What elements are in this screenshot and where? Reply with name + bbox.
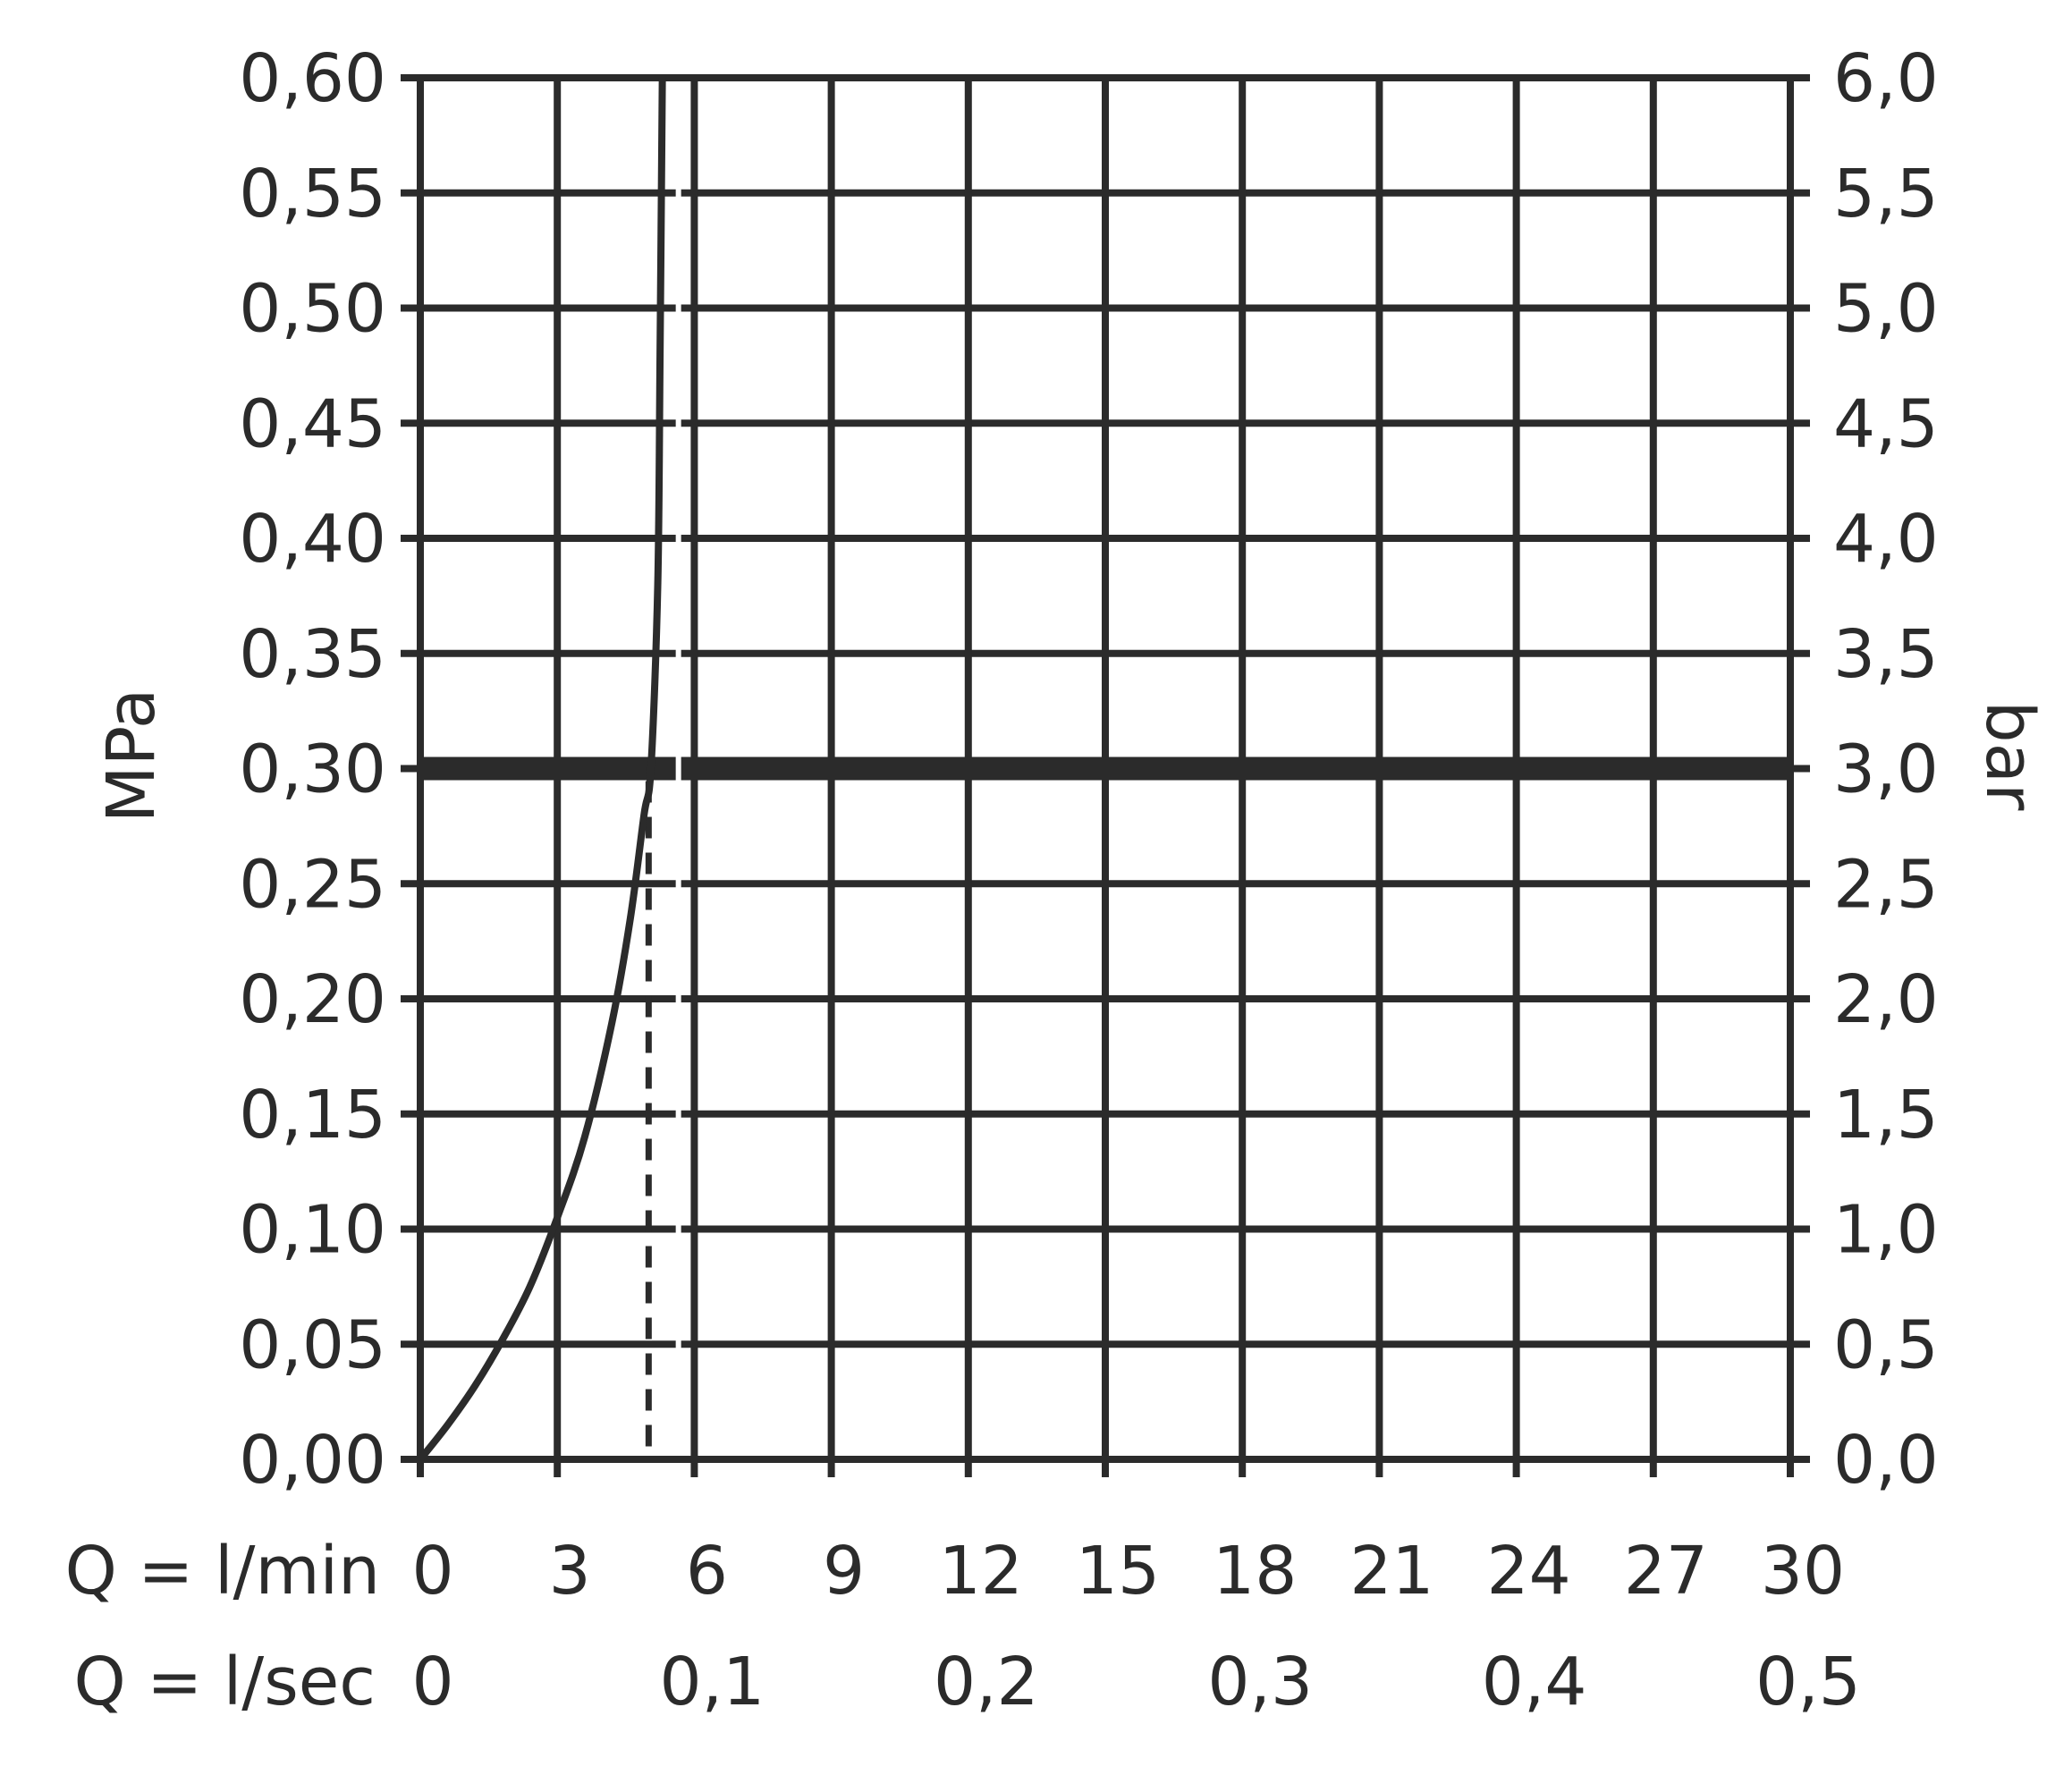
flow-pressure-curve xyxy=(417,77,666,1462)
x-primary-tick-label: 6 xyxy=(686,1533,728,1610)
x-secondary-tick-label: 0 xyxy=(411,1644,453,1720)
x-secondary-tick-label: 0,1 xyxy=(660,1644,765,1720)
right-tick-label: 3,0 xyxy=(1833,731,1939,808)
x-primary-tick-label: 24 xyxy=(1487,1533,1571,1610)
right-axis-title: bar xyxy=(1971,701,2048,811)
left-tick-label: 0,20 xyxy=(239,961,386,1038)
x-primary-tick-label: 27 xyxy=(1624,1533,1708,1610)
x-primary-tick-label: 3 xyxy=(549,1533,591,1610)
left-tick-label: 0,55 xyxy=(239,156,386,232)
x-secondary-tick-label: 0,2 xyxy=(934,1644,1039,1720)
left-tick-label: 0,25 xyxy=(239,846,386,923)
left-tick-label: 0,00 xyxy=(239,1422,386,1499)
right-axis-tick-labels: 0,0 0,5 1,0 1,5 2,0 2,5 3,0 3,5 4,0 4,5 5,0 5,5 6,0 xyxy=(1833,40,1939,1499)
left-tick-label: 0,15 xyxy=(239,1077,386,1154)
right-tick-label: 4,5 xyxy=(1833,385,1939,462)
left-axis-title: MPa xyxy=(93,689,170,824)
right-tick-label: 0,0 xyxy=(1833,1422,1939,1499)
right-tick-label: 2,5 xyxy=(1833,846,1939,923)
left-tick-label: 0,40 xyxy=(239,501,386,578)
series-group xyxy=(417,77,681,1462)
right-tick-label: 3,5 xyxy=(1833,616,1939,693)
right-tick-label: 5,0 xyxy=(1833,271,1939,348)
x-axis-secondary-tick-labels: 0 0,1 0,2 0,3 0,4 0,5 xyxy=(411,1644,1860,1720)
x-primary-tick-label: 12 xyxy=(939,1533,1023,1610)
left-tick-label: 0,60 xyxy=(239,40,386,117)
right-tick-label: 1,5 xyxy=(1833,1077,1939,1154)
left-tick-label: 0,35 xyxy=(239,616,386,693)
x-primary-tick-label: 9 xyxy=(823,1533,865,1610)
x-primary-tick-label: 18 xyxy=(1213,1533,1297,1610)
x-primary-tick-label: 15 xyxy=(1076,1533,1160,1610)
left-axis-tick-labels: 0,00 0,05 0,10 0,15 0,20 0,25 0,30 0,35 0,40 0,45… xyxy=(239,40,386,1499)
x-secondary-tick-label: 0,4 xyxy=(1482,1644,1587,1720)
x-axis-secondary-title: Q = l/sec xyxy=(73,1644,376,1720)
right-tick-label: 6,0 xyxy=(1833,40,1939,117)
right-tick-label: 2,0 xyxy=(1833,961,1939,1038)
right-tick-label: 0,5 xyxy=(1833,1306,1939,1383)
left-tick-label: 0,50 xyxy=(239,271,386,348)
x-axis-primary-tick-labels: 0 3 6 9 12 15 18 21 24 27 30 xyxy=(411,1533,1845,1610)
x-primary-tick-label: 21 xyxy=(1349,1533,1433,1610)
left-tick-label: 0,05 xyxy=(239,1306,386,1383)
tick-marks xyxy=(401,74,1810,1477)
x-secondary-tick-label: 0,5 xyxy=(1755,1644,1861,1720)
left-tick-label: 0,10 xyxy=(239,1192,386,1269)
left-tick-label: 0,45 xyxy=(239,385,386,462)
right-tick-label: 1,0 xyxy=(1833,1192,1939,1269)
x-secondary-tick-label: 0,3 xyxy=(1207,1644,1313,1720)
x-axis-primary-title: Q = l/min xyxy=(65,1533,380,1610)
x-primary-tick-label: 0 xyxy=(411,1533,453,1610)
right-tick-label: 4,0 xyxy=(1833,501,1939,578)
x-primary-tick-label: 30 xyxy=(1761,1533,1845,1610)
left-tick-label: 0,30 xyxy=(239,731,386,808)
right-tick-label: 5,5 xyxy=(1833,156,1939,232)
